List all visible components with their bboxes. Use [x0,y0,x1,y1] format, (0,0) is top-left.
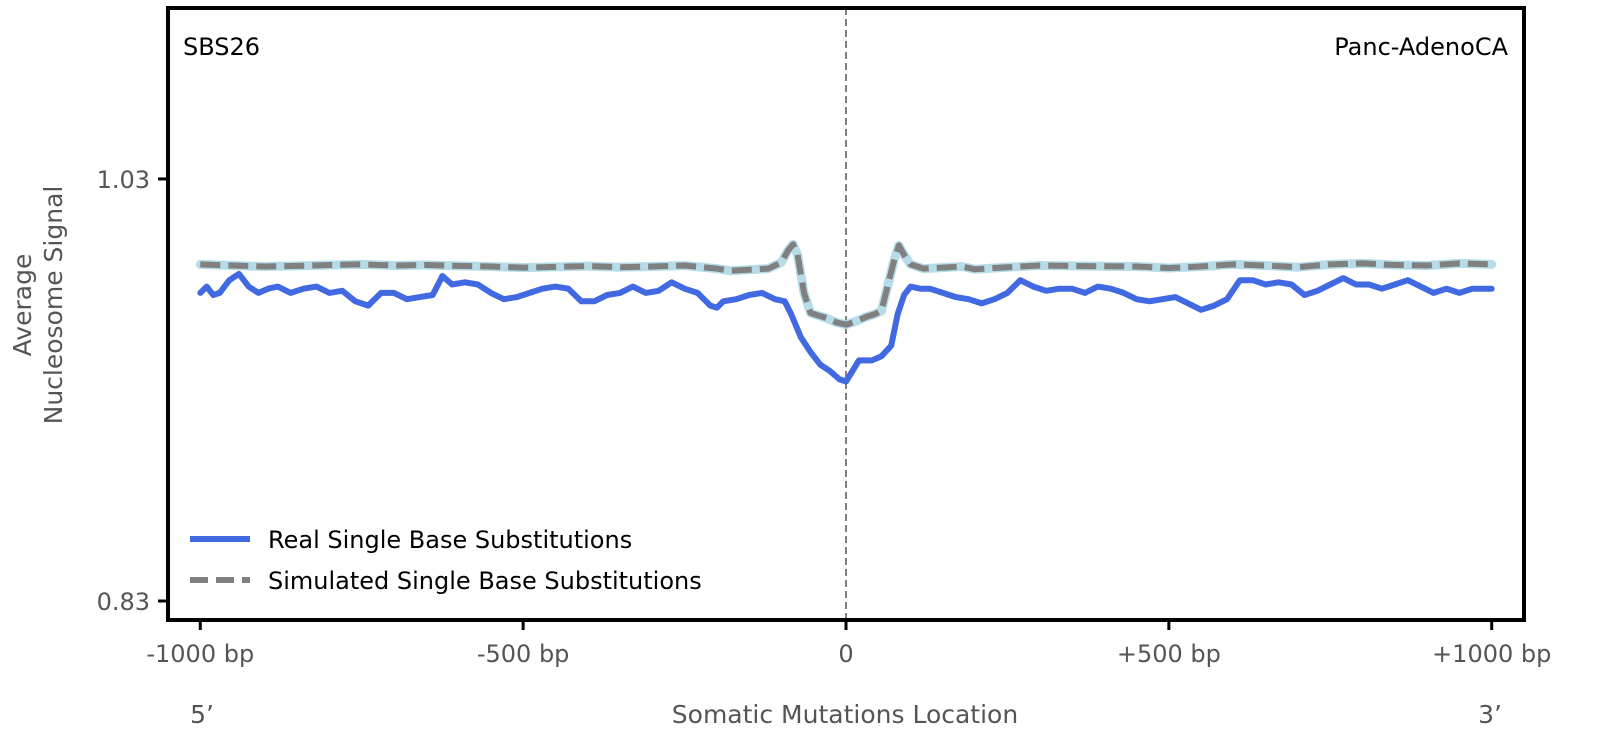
x-tick-label: -1000 bp [146,640,254,668]
cancer-type-label: Panc-AdenoCA [1334,33,1508,61]
legend: Real Single Base Substitutions Simulated… [190,526,702,595]
plot-layer [195,8,1497,620]
signature-label: SBS26 [183,33,260,61]
x-tick-label: +1000 bp [1432,640,1551,668]
x-tick-label: 0 [838,640,853,668]
three-prime-label: 3’ [1478,700,1502,729]
x-tick-label: +500 bp [1117,640,1221,668]
x-axis-title: Somatic Mutations Location [672,700,1018,729]
simulated-series-line [200,241,1492,328]
y-axis-title: Average Nucleosome Signal [8,186,68,425]
axis-layer: -1000 bp -500 bp 0 +500 bp +1000 bp 1.03 0.83 [97,6,1551,668]
real-series-line [197,270,1495,385]
y-axis-title-line-2: Nucleosome Signal [39,186,68,425]
legend-real-label: Real Single Base Substitutions [268,526,632,554]
legend-simulated-label: Simulated Single Base Substitutions [268,567,702,595]
x-tick-label: -500 bp [477,640,570,668]
five-prime-label: 5’ [190,700,214,729]
y-tick-label: 0.83 [97,588,150,616]
y-axis-title-line-1: Average [8,254,37,357]
y-tick-label: 1.03 [97,166,150,194]
